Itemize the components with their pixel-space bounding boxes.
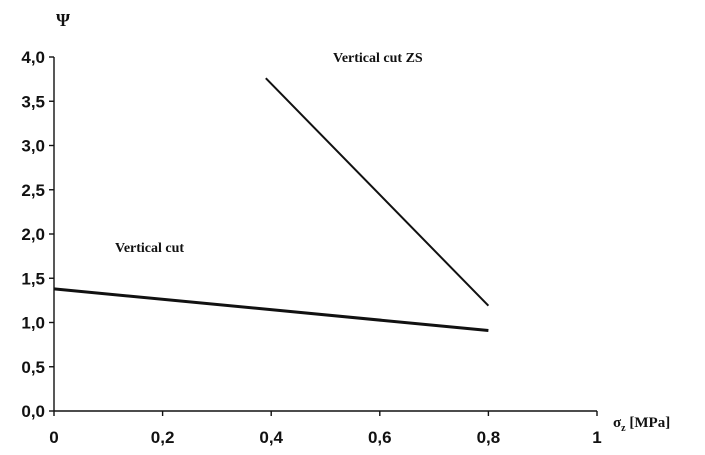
x-axis-title-symbol: σ	[613, 415, 622, 431]
x-tick-label: 1	[592, 428, 601, 447]
x-axis-title-unit: [MPa]	[626, 415, 671, 431]
series-line-vertical-cut	[53, 287, 489, 332]
y-tick-label: 3,0	[21, 137, 45, 156]
y-tick-label: 3,5	[21, 92, 45, 111]
series-line-vertical-cut-zs	[265, 77, 490, 307]
x-axis-title: σz [MPa]	[613, 415, 670, 434]
series-label-vertical-cut-zs: Vertical cut ZS	[333, 51, 423, 66]
x-tick-label: 0	[49, 428, 58, 447]
series-layer	[53, 77, 490, 332]
y-tick-label: 0,0	[21, 402, 45, 421]
y-axis: 0,0 0,5 1,0 1,5 2,0 2,5 3,0 3,5 4,0	[21, 48, 55, 421]
x-tick-label: 0,2	[151, 428, 175, 447]
y-axis-title: Ψ	[56, 10, 70, 30]
x-axis: 0 0,2 0,4 0,6 0,8 1	[49, 410, 602, 447]
x-axis-title-subscript: z	[621, 423, 626, 434]
series-label-vertical-cut: Vertical cut	[115, 241, 184, 256]
y-tick-label: 1,5	[21, 269, 45, 288]
y-tick-label: 2,0	[21, 225, 45, 244]
x-tick-label: 0,4	[259, 428, 283, 447]
y-tick-label: 2,5	[21, 181, 45, 200]
x-tick-label: 0,6	[368, 428, 392, 447]
y-tick-label: 0,5	[21, 358, 45, 377]
x-tick-label: 0,8	[477, 428, 501, 447]
y-tick-label: 4,0	[21, 48, 45, 67]
y-tick-label: 1,0	[21, 314, 45, 333]
